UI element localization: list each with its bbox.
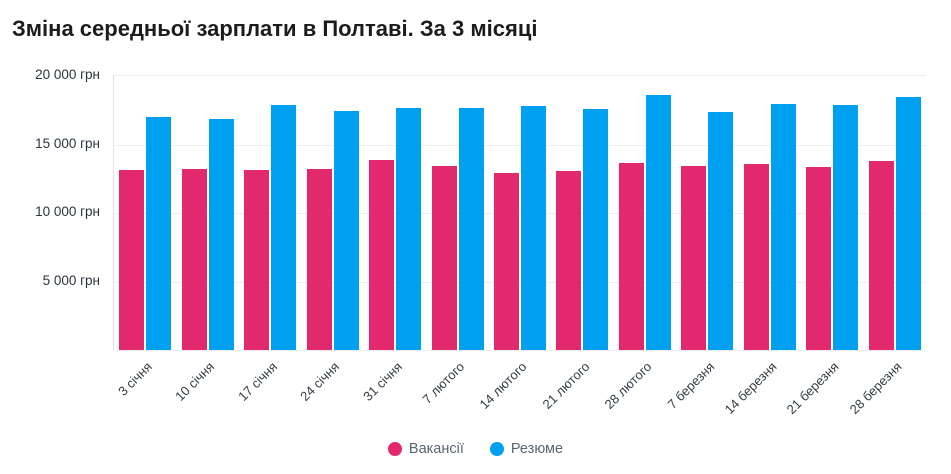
x-axis-tick-label: 21 лютого — [539, 359, 593, 412]
bar[interactable] — [521, 106, 546, 350]
bar[interactable] — [833, 105, 859, 350]
plot-area — [113, 75, 926, 351]
x-axis-tick-label: 28 березня — [846, 359, 905, 417]
legend-label: Резюме — [510, 441, 564, 457]
bar[interactable] — [681, 165, 707, 350]
bar[interactable] — [369, 159, 395, 350]
bar[interactable] — [494, 173, 519, 350]
x-axis-tick-label: 14 лютого — [476, 359, 530, 412]
bar[interactable] — [271, 104, 297, 350]
bar[interactable] — [396, 107, 422, 350]
bar[interactable] — [146, 117, 172, 350]
x-axis-tick-label: 14 березня — [721, 359, 780, 417]
x-axis-tick-label: 3 січня — [115, 359, 155, 399]
gridline — [114, 213, 926, 214]
legend-label: Вакансії — [408, 441, 464, 457]
bar[interactable] — [431, 166, 457, 350]
bar[interactable] — [868, 160, 894, 350]
bar[interactable] — [770, 104, 796, 350]
chart-title: Зміна середньої зарплати в Полтаві. За 3… — [12, 16, 538, 41]
x-axis-tick-label: 10 січня — [172, 359, 218, 404]
x-axis-tick-label: 24 січня — [297, 359, 343, 404]
legend-dot-icon — [489, 442, 504, 456]
x-axis-tick-label: 21 березня — [783, 359, 842, 417]
chart-legend: Вакансії Резюме — [0, 441, 951, 457]
gridline — [114, 281, 926, 283]
x-axis-tick-label: 7 березня — [664, 359, 717, 412]
legend-dot-icon — [387, 442, 402, 456]
bar[interactable] — [333, 110, 359, 350]
bar[interactable] — [618, 163, 644, 350]
y-axis-tick-label: 5 000 грн — [42, 272, 100, 288]
bar[interactable] — [306, 169, 332, 350]
bar[interactable] — [181, 169, 207, 350]
bar[interactable] — [583, 108, 609, 350]
gridline — [114, 144, 926, 146]
bar[interactable] — [458, 108, 484, 350]
x-axis: 3 січня 10 січня 17 січня 24 січня 31 січня 7… — [113, 350, 925, 430]
legend-item[interactable]: Резюме — [489, 441, 564, 457]
x-axis-tick-label: 28 лютого — [601, 359, 655, 412]
bar[interactable] — [119, 169, 145, 350]
y-axis-tick-label: 15 000 грн — [35, 135, 100, 151]
bar[interactable] — [806, 167, 832, 350]
bar[interactable] — [708, 112, 734, 350]
bar[interactable] — [244, 169, 270, 350]
bar[interactable] — [645, 94, 671, 350]
legend-item[interactable]: Вакансії — [387, 441, 464, 457]
bar[interactable] — [743, 164, 769, 350]
x-axis-tick-label: 7 лютого — [419, 359, 468, 407]
x-axis-tick-label: 17 січня — [234, 359, 280, 404]
bar[interactable] — [895, 96, 921, 350]
y-axis: 20 000 грн 15 000 грн 10 000 грн 5 000 грн — [0, 67, 100, 349]
bar[interactable] — [556, 170, 582, 350]
y-axis-tick-label: 10 000 грн — [35, 204, 100, 219]
y-axis-tick-label: 20 000 грн — [35, 67, 100, 82]
bar[interactable] — [208, 119, 234, 350]
x-axis-tick-label: 31 січня — [359, 359, 405, 404]
